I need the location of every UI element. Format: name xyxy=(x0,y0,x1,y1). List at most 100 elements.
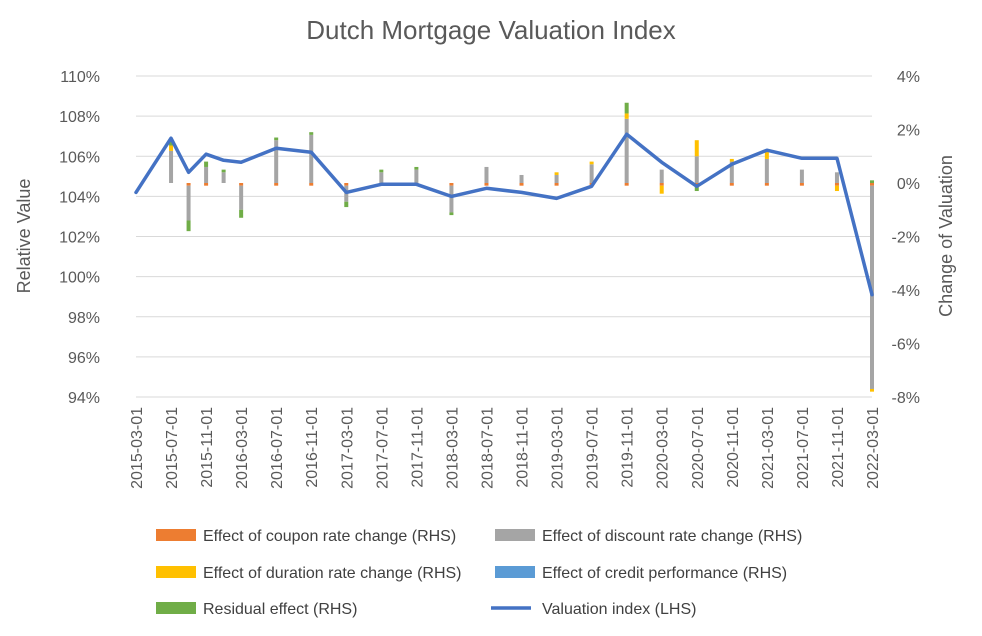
bar-segment xyxy=(221,172,226,183)
bar-segment xyxy=(309,132,314,135)
bar-segment xyxy=(204,183,209,186)
bar-segment xyxy=(414,169,419,183)
bar-segment xyxy=(870,185,874,389)
right-tick-label: -2% xyxy=(892,230,920,247)
x-tick-label: 2016-07-01 xyxy=(269,407,286,489)
legend-swatch xyxy=(156,529,196,541)
bar-segment xyxy=(344,183,349,186)
bar-segment xyxy=(449,185,454,213)
left-axis-title: Relative Value xyxy=(14,179,34,294)
bar-segment xyxy=(589,164,594,183)
bar-segment xyxy=(449,183,454,186)
legend-label: Valuation index (LHS) xyxy=(542,601,696,618)
x-tick-label: 2018-07-01 xyxy=(479,407,496,489)
legend: Effect of coupon rate change (RHS) Effect… xyxy=(156,528,802,618)
bar-segment xyxy=(870,388,874,392)
legend-label: Effect of credit performance (RHS) xyxy=(542,565,787,582)
bar-segment xyxy=(659,169,664,183)
legend-swatch xyxy=(156,602,196,614)
legend-label: Residual effect (RHS) xyxy=(203,601,357,618)
x-tick-label: 2015-07-01 xyxy=(164,407,181,489)
left-tick-label: 104% xyxy=(59,189,100,206)
bar-segment xyxy=(729,158,734,162)
x-tick-label: 2019-11-01 xyxy=(620,407,637,488)
bar-segment xyxy=(186,185,191,221)
right-tick-label: -4% xyxy=(892,283,920,300)
bars xyxy=(169,102,874,392)
x-tick-label: 2016-03-01 xyxy=(234,407,251,489)
valuation-index-line xyxy=(134,132,874,297)
bar-segment xyxy=(554,172,559,175)
right-axis-title: Change of Valuation xyxy=(936,155,956,317)
bar-segment xyxy=(694,156,699,183)
x-tick-label: 2017-11-01 xyxy=(409,407,426,488)
bar-segment xyxy=(274,183,279,186)
bar-segment xyxy=(169,140,174,146)
bar-segment xyxy=(519,174,524,183)
left-tick-label: 96% xyxy=(68,350,100,367)
x-tick-label: 2018-11-01 xyxy=(515,407,532,488)
x-tick-label: 2020-07-01 xyxy=(690,407,707,489)
x-tick-label: 2020-11-01 xyxy=(725,407,742,488)
bar-segment xyxy=(764,150,769,159)
bar-segment xyxy=(870,183,874,186)
bar-segment xyxy=(554,174,559,183)
right-tick-label: 2% xyxy=(897,123,920,140)
bar-segment xyxy=(659,183,664,186)
bar-segment xyxy=(484,183,489,186)
right-tick-label: -8% xyxy=(892,390,920,407)
bar-segment xyxy=(309,183,314,186)
bar-segment xyxy=(694,185,699,192)
x-tick-label: 2021-11-01 xyxy=(830,407,847,488)
x-tick-label: 2015-11-01 xyxy=(199,407,216,488)
bar-segment xyxy=(379,172,384,183)
bar-segment xyxy=(799,183,804,186)
line-layer xyxy=(134,132,874,297)
gridlines xyxy=(136,75,872,398)
bar-segment xyxy=(169,150,174,183)
x-axis-ticks: 2015-03-01 2015-07-01 2015-11-01 2016-03-01… xyxy=(129,407,882,489)
x-tick-label: 2016-11-01 xyxy=(304,407,321,488)
right-axis-ticks: -8% -6% -4% -2% 0% 2% 4% xyxy=(892,69,920,407)
right-tick-label: 0% xyxy=(897,176,920,193)
bar-segment xyxy=(379,169,384,173)
left-tick-label: 100% xyxy=(59,270,100,287)
legend-swatch xyxy=(156,566,196,578)
legend-swatch xyxy=(495,529,535,541)
bar-segment xyxy=(186,183,191,186)
legend-swatch xyxy=(495,566,535,578)
bar-segment xyxy=(519,183,524,186)
bar-segment xyxy=(344,201,349,208)
legend-label: Effect of coupon rate change (RHS) xyxy=(203,528,456,545)
bar-segment xyxy=(834,185,839,192)
bar-segment xyxy=(764,183,769,186)
bar-segment xyxy=(624,118,629,183)
bar-segment xyxy=(274,137,279,141)
bar-segment xyxy=(834,172,839,183)
x-tick-label: 2017-07-01 xyxy=(374,407,391,489)
bar-segment xyxy=(624,183,629,186)
legend-label: Effect of discount rate change (RHS) xyxy=(542,528,802,545)
x-tick-label: 2018-03-01 xyxy=(444,407,461,489)
chart-title: Dutch Mortgage Valuation Index xyxy=(306,15,676,45)
right-tick-label: -6% xyxy=(892,337,920,354)
x-tick-label: 2020-03-01 xyxy=(655,407,672,489)
x-tick-label: 2021-03-01 xyxy=(760,407,777,489)
x-tick-label: 2019-03-01 xyxy=(550,407,567,489)
bar-segment xyxy=(204,166,209,183)
bar-segment xyxy=(729,161,734,183)
left-tick-label: 110% xyxy=(60,69,100,86)
x-tick-label: 2019-07-01 xyxy=(585,407,602,489)
bar-segment xyxy=(659,185,664,194)
bar-segment xyxy=(694,140,699,157)
left-tick-label: 106% xyxy=(59,149,100,166)
bar-segment xyxy=(729,183,734,186)
bar-segment xyxy=(764,158,769,183)
x-tick-label: 2017-03-01 xyxy=(339,407,356,489)
bar-segment xyxy=(239,183,244,186)
bar-segment xyxy=(204,161,209,167)
left-tick-label: 98% xyxy=(68,310,100,327)
bar-segment xyxy=(221,169,226,173)
bar-segment xyxy=(414,166,419,170)
right-tick-label: 4% xyxy=(897,69,920,86)
